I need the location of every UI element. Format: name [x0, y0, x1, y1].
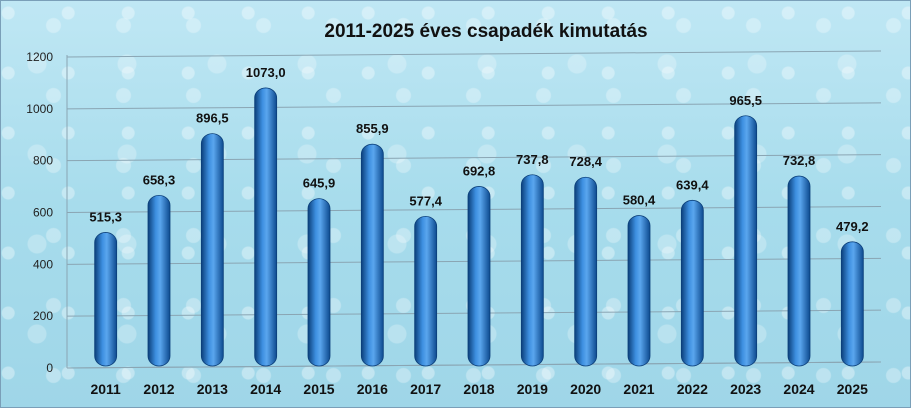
data-label-2019: 737,8 — [516, 152, 549, 167]
bar-2013 — [200, 133, 224, 367]
gridline — [66, 154, 882, 162]
y-axis-ticks: 0 200 400 600 800 1000 1200 — [26, 50, 53, 375]
bar-2023 — [734, 115, 758, 367]
gridline — [66, 50, 882, 58]
x-axis-ticks: 2011 2012 2013 2014 2015 2016 2017 2018 2019 2020… — [90, 381, 868, 397]
x-tick-label-2019: 2019 — [517, 381, 548, 397]
data-label-2013: 896,5 — [196, 111, 229, 126]
x-tick-label-2015: 2015 — [303, 381, 334, 397]
y-tick-label: 1000 — [26, 102, 53, 116]
data-label-2024: 732,8 — [783, 153, 816, 168]
data-label-2015: 645,9 — [303, 176, 336, 191]
chart-title: 2011-2025 éves csapadék kimutatás — [324, 21, 647, 42]
data-label-2021: 580,4 — [623, 193, 656, 208]
x-tick-label-2022: 2022 — [677, 381, 708, 397]
x-tick-label-2012: 2012 — [143, 381, 174, 397]
data-label-2023: 965,5 — [729, 93, 762, 108]
data-label-2022: 639,4 — [676, 177, 709, 192]
x-tick-label-2014: 2014 — [250, 381, 281, 397]
y-tick-label: 200 — [33, 309, 53, 323]
bar-2021 — [627, 215, 651, 367]
y-tick-label: 1200 — [26, 50, 53, 64]
bar-2025 — [840, 241, 864, 367]
x-tick-label-2013: 2013 — [197, 381, 228, 397]
data-label-2018: 692,8 — [463, 163, 496, 178]
x-tick-label-2025: 2025 — [837, 381, 868, 397]
bars — [94, 87, 864, 367]
y-tick-label: 400 — [33, 257, 53, 271]
data-label-2020: 728,4 — [569, 154, 602, 169]
data-labels: 515,3 658,3 896,5 1073,0 645,9 855,9 577,4 692,… — [89, 65, 868, 234]
y-tick-label: 800 — [33, 154, 53, 168]
gridline — [66, 102, 882, 110]
x-tick-label-2023: 2023 — [730, 381, 761, 397]
bar-2020 — [574, 176, 598, 367]
x-tick-label-2017: 2017 — [410, 381, 441, 397]
x-tick-label-2024: 2024 — [783, 381, 814, 397]
x-tick-label-2018: 2018 — [463, 381, 494, 397]
data-label-2016: 855,9 — [356, 121, 389, 136]
data-label-2014: 1073,0 — [246, 65, 286, 80]
bar-2017 — [414, 215, 438, 367]
bar-2015 — [307, 198, 331, 367]
x-tick-label-2020: 2020 — [570, 381, 601, 397]
data-label-2025: 479,2 — [836, 219, 869, 234]
data-label-2017: 577,4 — [409, 193, 442, 208]
bar-2019 — [520, 174, 544, 367]
x-tick-label-2011: 2011 — [90, 381, 121, 397]
y-tick-label: 0 — [46, 361, 53, 375]
data-label-2011: 515,3 — [89, 209, 122, 224]
bar-2022 — [680, 199, 704, 367]
y-tick-label: 600 — [33, 206, 53, 220]
bar-2012 — [147, 194, 171, 367]
bar-2014 — [254, 87, 278, 367]
data-label-2012: 658,3 — [143, 172, 176, 187]
bar-2016 — [360, 143, 384, 367]
x-tick-label-2016: 2016 — [357, 381, 388, 397]
bar-2024 — [787, 175, 811, 367]
x-tick-label-2021: 2021 — [623, 381, 654, 397]
bar-2018 — [467, 186, 491, 367]
bar-2011 — [94, 232, 118, 367]
